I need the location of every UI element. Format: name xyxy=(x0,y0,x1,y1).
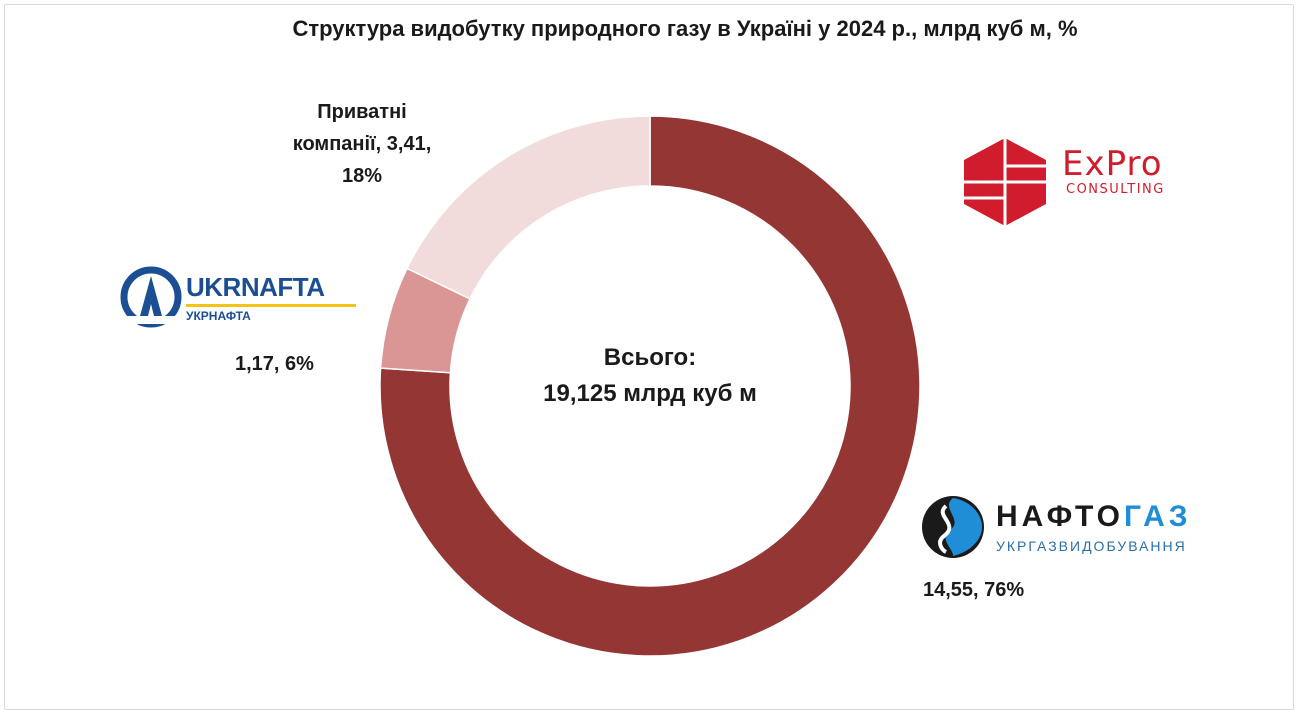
ukrnafta-logo-icon xyxy=(120,266,182,328)
chart-frame xyxy=(4,4,1294,710)
data-label-naftogaz: 14,55, 76% xyxy=(923,579,1025,601)
data-label-private-line-1: Приватні xyxy=(317,101,407,123)
ukrnafta-logo-sub: УКРНАФТА xyxy=(186,309,251,323)
donut-center-label: Всього: 19,125 млрд куб м xyxy=(450,340,850,412)
center-label-line-2: 19,125 млрд куб м xyxy=(543,380,757,407)
center-label-line-1: Всього: xyxy=(603,344,697,371)
data-label-private: Приватні компанії, 3,41, 18% xyxy=(262,96,462,192)
chart-title: Структура видобутку природного газу в Ук… xyxy=(292,16,1078,41)
naftogaz-logo-name: НАФТОГАЗ xyxy=(996,500,1192,534)
donut-slice-naftogaz xyxy=(379,115,921,657)
ukrnafta-logo-name: UKRNAFTA xyxy=(186,272,325,302)
ukrnafta-logo-underline xyxy=(186,304,356,307)
data-label-private-line-3: 18% xyxy=(341,165,383,187)
expro-logo-sub: CONSULTING xyxy=(1066,182,1165,197)
donut-slice-private xyxy=(405,115,651,300)
expro-logo-text: ExPro CONSULTING xyxy=(1062,144,1165,197)
ukrnafta-logo-text: UKRNAFTA УКРНАФТА xyxy=(186,272,356,323)
naftogaz-logo-icon xyxy=(922,496,984,558)
data-label-private-line-2: компанії, 3,41, xyxy=(292,133,432,155)
naftogaz-logo-text: НАФТОГАЗ УКРГАЗВИДОБУВАННЯ xyxy=(996,500,1192,554)
naftogaz-logo-name-part1: НАФТО xyxy=(996,500,1124,533)
naftogaz-logo-name-part2: ГАЗ xyxy=(1123,500,1192,533)
expro-logo-name: ExPro xyxy=(1062,144,1163,184)
data-label-ukrnafta: 1,17, 6% xyxy=(235,353,314,375)
expro-logo-icon xyxy=(964,138,1046,226)
naftogaz-logo-sub: УКРГАЗВИДОБУВАННЯ xyxy=(996,538,1187,554)
